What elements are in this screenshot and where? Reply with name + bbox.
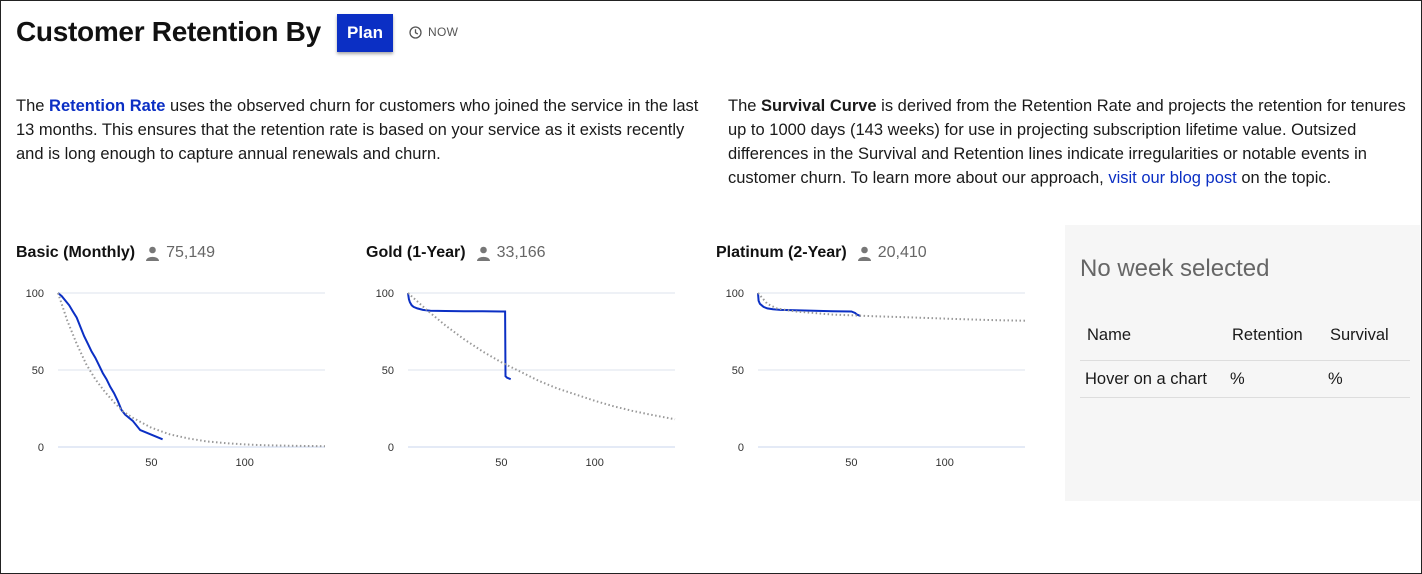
retention-chart-gold[interactable]: 0 50 100 50 100 [370, 282, 680, 477]
retention-chart-platinum[interactable]: 0 50 100 50 100 [720, 282, 1030, 477]
y-tick-label: 0 [388, 442, 394, 454]
customer-count-value: 20,410 [877, 244, 927, 261]
column-header-name: Name [1080, 320, 1225, 361]
week-details-panel: No week selected Name Retention Survival… [1065, 225, 1420, 501]
chart-header-gold: Gold (1-Year) 33,166 [366, 244, 546, 262]
x-tick-label: 100 [936, 457, 954, 469]
retention-rate-line [757, 292, 862, 318]
chart-title: Gold (1-Year) [366, 244, 466, 261]
x-tick-label: 50 [145, 457, 157, 469]
survival-suffix: on the topic. [1236, 169, 1332, 187]
survival-curve-description: The Survival Curve is derived from the R… [728, 94, 1412, 190]
person-icon [476, 246, 490, 261]
retention-body: uses the observed churn for customers wh… [16, 97, 699, 163]
retention-rate-term: Retention Rate [49, 97, 166, 115]
table-row: Hover on a chart % % [1080, 360, 1410, 398]
now-label: NOW [428, 25, 459, 39]
retention-prefix: The [16, 97, 50, 115]
x-tick-label: 50 [495, 457, 507, 469]
retention-chart-basic[interactable]: 0 50 100 50 100 [20, 282, 330, 477]
cell-survival: % [1323, 360, 1410, 398]
x-tick-label: 100 [586, 457, 604, 469]
table-header-row: Name Retention Survival [1080, 320, 1410, 361]
retention-rate-description: The Retention Rate uses the observed chu… [16, 94, 706, 166]
page-title: Customer Retention By [16, 16, 321, 47]
y-tick-label: 50 [32, 365, 44, 377]
customer-count-value: 75,149 [166, 244, 216, 261]
y-tick-label: 100 [26, 288, 44, 300]
y-tick-label: 100 [376, 288, 394, 300]
customer-count: 33,166 [476, 244, 546, 262]
survival-curve-term: Survival Curve [761, 97, 877, 115]
plan-button[interactable]: Plan [337, 14, 393, 52]
person-icon [857, 246, 871, 261]
chart-header-platinum: Platinum (2-Year) 20,410 [716, 244, 927, 262]
y-tick-label: 0 [38, 442, 44, 454]
blog-post-link[interactable]: visit our blog post [1108, 169, 1237, 187]
chart-title: Platinum (2-Year) [716, 244, 847, 261]
column-header-retention: Retention [1225, 320, 1323, 361]
person-icon [146, 246, 160, 261]
customer-count: 20,410 [857, 244, 927, 262]
x-tick-label: 100 [236, 457, 254, 469]
customer-count-value: 33,166 [496, 244, 546, 261]
survival-body: is derived from the Retention Rate and p… [728, 97, 1406, 187]
week-details-table: Name Retention Survival Hover on a chart… [1080, 320, 1410, 398]
survival-curve-line [407, 292, 676, 421]
chart-title: Basic (Monthly) [16, 244, 136, 261]
retention-rate-line [57, 292, 163, 441]
x-tick-label: 50 [845, 457, 857, 469]
y-tick-label: 100 [726, 288, 744, 300]
cell-name: Hover on a chart [1080, 360, 1225, 398]
y-tick-label: 50 [732, 365, 744, 377]
retention-rate-line [407, 292, 512, 381]
timestamp: NOW [409, 25, 458, 39]
panel-heading: No week selected [1080, 255, 1270, 282]
y-tick-label: 50 [382, 365, 394, 377]
clock-icon [409, 25, 422, 39]
survival-curve-line [757, 292, 1026, 322]
cell-retention: % [1225, 360, 1323, 398]
column-header-survival: Survival [1323, 320, 1410, 361]
survival-prefix: The [728, 97, 762, 115]
chart-header-basic: Basic (Monthly) 75,149 [16, 244, 215, 262]
survival-curve-line [57, 292, 326, 448]
customer-count: 75,149 [145, 244, 215, 262]
y-tick-label: 0 [738, 442, 744, 454]
